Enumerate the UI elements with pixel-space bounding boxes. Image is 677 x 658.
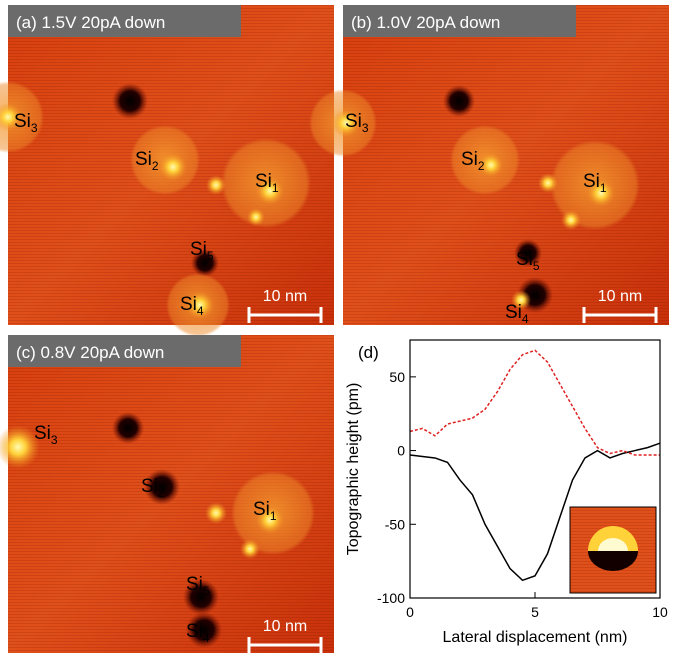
y-tick-label: 0 <box>397 443 405 459</box>
atom-label-text: Si <box>34 423 51 444</box>
atom-label-text: Si <box>186 621 203 642</box>
surface-feature <box>191 249 219 277</box>
x-tick-label: 10 <box>652 604 668 620</box>
atom-label-subscript: 2 <box>478 159 485 173</box>
atom-label: Si5 <box>516 249 540 273</box>
surface-feature <box>144 469 180 505</box>
surface-feature <box>256 506 284 534</box>
atom-label-text: Si <box>253 499 270 520</box>
atom-label-text: Si <box>190 239 207 260</box>
atom-label-subscript: 3 <box>31 121 38 135</box>
panel-header: (c) 0.8V 20pA down <box>16 343 164 362</box>
atom-label: Si4 <box>180 294 204 318</box>
header-box <box>8 335 241 367</box>
surface-feature <box>183 579 219 615</box>
x-tick-label: 0 <box>406 604 414 620</box>
surface-feature <box>240 539 260 559</box>
atom-label: Si3 <box>345 111 369 135</box>
x-axis-label: Lateral displacement (nm) <box>443 629 628 646</box>
atom-label-subscript: 5 <box>207 249 214 263</box>
surface-feature <box>0 103 22 131</box>
inset-dark <box>588 551 638 571</box>
surface-feature <box>514 239 542 267</box>
atom-label: Si5 <box>186 574 210 598</box>
atom-label-text: Si <box>583 171 600 192</box>
atom-label: Si1 <box>583 171 607 195</box>
atom-label: Si4 <box>186 621 210 645</box>
atom-label: Si5 <box>190 239 214 263</box>
atom-label-text: Si <box>255 171 272 192</box>
atom-label-text: Si <box>180 294 197 315</box>
atom-label-subscript: 1 <box>272 181 279 195</box>
scale-bar-label: 10 nm <box>263 288 307 305</box>
atom-label-subscript: 1 <box>270 509 277 523</box>
atom-label-text: Si <box>141 476 158 497</box>
data-line <box>409 442 661 582</box>
surface-feature <box>186 612 222 648</box>
y-tick-label: -50 <box>385 516 405 532</box>
atom-label-text: Si <box>345 111 362 132</box>
surface-feature <box>587 179 615 207</box>
surface-feature <box>186 291 214 319</box>
atom-label-subscript: 3 <box>362 121 369 135</box>
header-box <box>8 5 241 37</box>
atom-label-subscript: 4 <box>203 631 210 645</box>
surface-feature <box>112 83 148 119</box>
surface-feature <box>479 153 503 177</box>
atom-label-subscript: 4 <box>197 304 204 318</box>
atom-label: Si2 <box>135 149 159 173</box>
atom-label-subscript: 4 <box>522 312 529 326</box>
x-tick-label: 5 <box>531 604 539 620</box>
atom-label-subscript: 3 <box>51 433 58 447</box>
atom-label-text: Si <box>14 111 31 132</box>
surface-feature <box>561 210 581 230</box>
atom-label: Si1 <box>253 499 277 523</box>
surface-feature <box>205 502 227 524</box>
surface-feature <box>332 109 360 137</box>
y-axis-label: Topographic height (pm) <box>345 383 362 556</box>
y-tick-label: -100 <box>377 590 405 606</box>
panel-header: (b) 1.0V 20pA down <box>351 13 500 32</box>
atom-label-subscript: 2 <box>152 159 159 173</box>
scale-bar-label: 10 nm <box>598 288 642 305</box>
inset-bright-core <box>598 538 628 551</box>
surface-feature <box>206 175 226 195</box>
atom-label-text: Si <box>135 149 152 170</box>
panel-label: (d) <box>358 343 379 362</box>
surface-feature <box>256 177 284 205</box>
atom-label: Si2 <box>141 476 165 500</box>
atom-label: Si3 <box>34 423 58 447</box>
atom-label-subscript: 1 <box>600 181 607 195</box>
atom-label-text: Si <box>516 249 533 270</box>
surface-feature <box>443 85 475 117</box>
atom-label-subscript: 5 <box>203 584 210 598</box>
atom-label-subscript: 5 <box>533 259 540 273</box>
inset-image <box>569 506 657 594</box>
atom-label: Si1 <box>255 171 279 195</box>
atom-label: Si3 <box>14 111 38 135</box>
data-line <box>409 349 660 456</box>
atom-label-text: Si <box>505 302 522 323</box>
panel-header: (a) 1.5V 20pA down <box>16 13 165 32</box>
atom-label-subscript: 2 <box>158 486 165 500</box>
scale-bar-label: 10 nm <box>263 618 307 635</box>
surface-feature <box>112 412 144 444</box>
header-box <box>343 5 576 37</box>
atom-label-text: Si <box>186 574 203 595</box>
atom-label-text: Si <box>461 149 478 170</box>
atom-label: Si2 <box>461 149 485 173</box>
surface-feature <box>159 153 187 181</box>
y-tick-label: 50 <box>389 369 405 385</box>
surface-feature <box>511 290 531 310</box>
surface-feature <box>538 173 558 193</box>
atom-label: Si4 <box>505 302 529 326</box>
surface-feature <box>0 425 40 469</box>
surface-feature <box>247 208 265 226</box>
